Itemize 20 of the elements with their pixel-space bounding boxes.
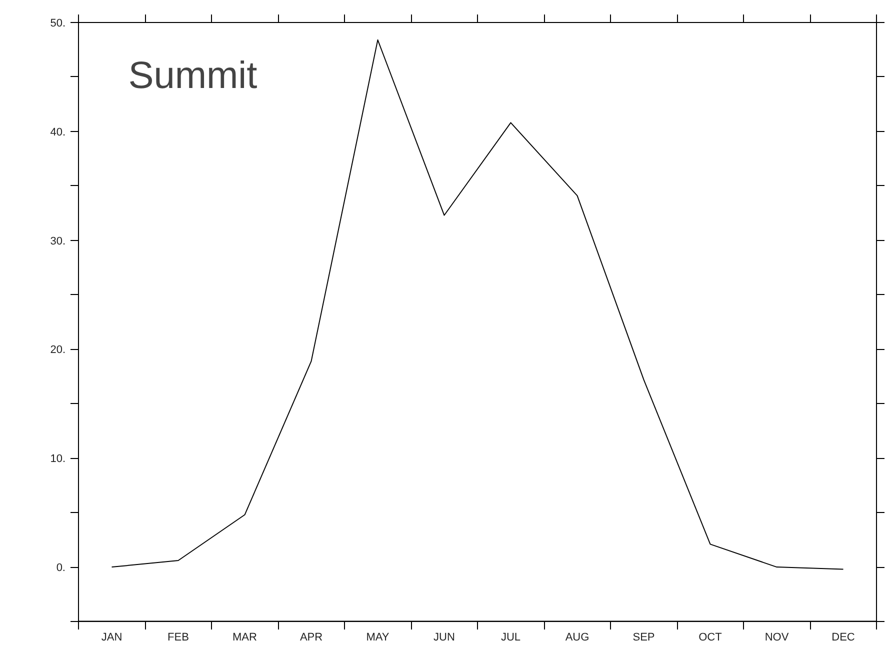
y-tick-label: 20. bbox=[50, 344, 66, 356]
x-tick-label: NOV bbox=[764, 632, 790, 644]
y-tick-label: 40. bbox=[50, 126, 66, 138]
x-tick-label: JAN bbox=[101, 632, 122, 644]
x-tick-label: OCT bbox=[698, 632, 722, 644]
x-tick-label: DEC bbox=[832, 632, 855, 644]
y-tick-label: 30. bbox=[50, 235, 66, 248]
y-tick-label: 0. bbox=[56, 562, 66, 574]
x-tick-label: JUL bbox=[500, 632, 521, 644]
x-tick-label: APR bbox=[300, 632, 323, 644]
x-tick-label: SEP bbox=[632, 632, 655, 644]
x-tick-label: FEB bbox=[168, 632, 189, 644]
y-tick-label: 10. bbox=[50, 453, 66, 466]
text: Summit bbox=[128, 55, 258, 98]
x-tick-label: MAR bbox=[232, 632, 258, 644]
x-tick-label: MAY bbox=[366, 632, 390, 644]
x-tick-label: AUG bbox=[565, 632, 590, 644]
x-tick-label: JUN bbox=[434, 632, 455, 644]
line-series bbox=[111, 39, 844, 570]
y-tick-label: 50. bbox=[50, 18, 66, 30]
